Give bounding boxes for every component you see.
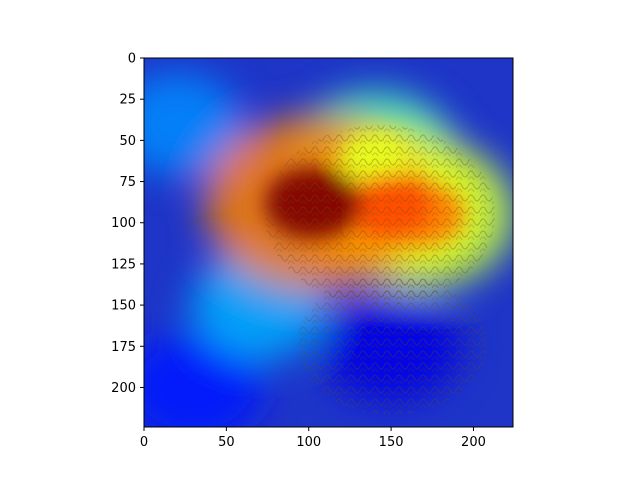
x-tick-label: 200 [461, 435, 486, 450]
y-tick-label: 100 [111, 216, 136, 231]
x-tick-label: 100 [296, 435, 321, 450]
y-tick-label: 75 [119, 175, 136, 190]
y-axis: 0 25 50 75 100 125 150 175 200 [111, 52, 144, 396]
y-tick-label: 150 [111, 299, 136, 314]
y-tick-label: 25 [119, 93, 136, 108]
plot-area [144, 58, 513, 427]
y-tick-label: 125 [111, 257, 136, 272]
coral-texture [265, 125, 495, 415]
plot-frame [143, 57, 514, 428]
y-tick-label: 175 [111, 340, 136, 355]
x-tick-label: 0 [140, 435, 148, 450]
heatmap-coldspot [144, 332, 264, 427]
x-axis: 0 50 100 150 200 [140, 427, 486, 450]
heatmap-hotspot [144, 72, 242, 176]
y-tick-label: 50 [119, 134, 136, 149]
y-tick-label: 0 [128, 52, 136, 67]
y-tick-label: 200 [111, 381, 136, 396]
x-tick-label: 150 [379, 435, 404, 450]
x-tick-label: 50 [218, 435, 235, 450]
